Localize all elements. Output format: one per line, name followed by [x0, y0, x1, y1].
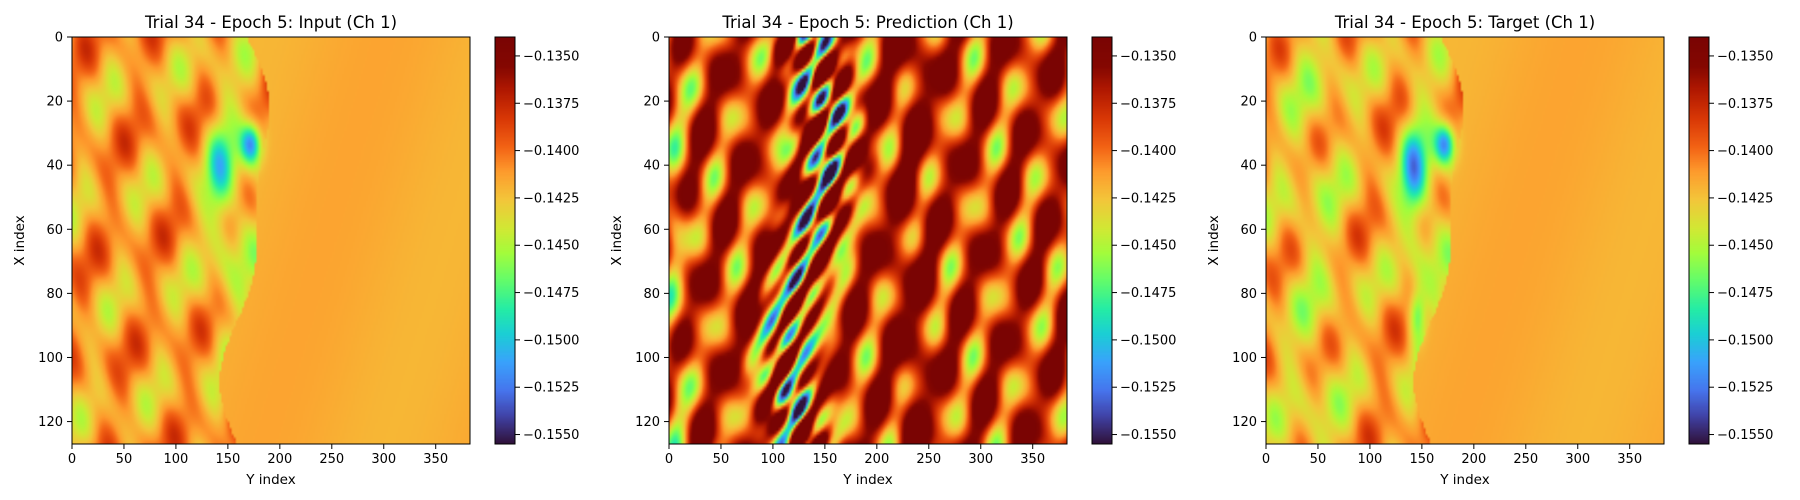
colorbar-tick-label: −0.1500	[1120, 333, 1176, 348]
y-tick-label: 20	[643, 95, 660, 110]
y-tick-label: 100	[1232, 351, 1257, 366]
colorbar-tick-label: −0.1425	[1120, 191, 1176, 206]
colorbar-tick-label: −0.1450	[1120, 239, 1176, 254]
y-tick-label: 80	[1240, 287, 1257, 302]
colorbar-tick-label: −0.1525	[523, 381, 579, 396]
y-tick-label: 60	[643, 223, 660, 238]
x-tick-label: 150	[812, 452, 837, 467]
y-tick-label: 0	[55, 31, 63, 46]
y-tick-label: 0	[652, 31, 660, 46]
y-tick-label: 40	[46, 159, 63, 174]
x-tick-label: 200	[864, 452, 889, 467]
colorbar-tick-label: −0.1450	[1717, 239, 1773, 254]
colorbar-frame	[1688, 36, 1710, 445]
colorbar-image	[495, 37, 515, 444]
x-axis-label: Y index	[842, 472, 892, 488]
x-tick-label: 350	[1617, 452, 1642, 467]
axes-frame	[668, 36, 1068, 445]
y-tick-label: 60	[46, 223, 63, 238]
x-tick-label: 0	[68, 452, 76, 467]
colorbar-tick-label: −0.1400	[1717, 144, 1773, 159]
y-tick-label: 80	[46, 287, 63, 302]
colorbar-tick-label: −0.1350	[1120, 49, 1176, 64]
y-tick-label: 40	[1240, 159, 1257, 174]
panel-title: Trial 34 - Epoch 5: Input (Ch 1)	[144, 13, 397, 32]
colorbar-tick-label: −0.1375	[523, 97, 579, 112]
colorbar-tick-label: −0.1350	[523, 49, 579, 64]
heatmap-image	[72, 37, 470, 444]
y-tick-label: 120	[635, 415, 660, 430]
colorbar-tick-label: −0.1525	[1120, 381, 1176, 396]
y-tick-label: 40	[643, 159, 660, 174]
heatmap-image	[669, 37, 1067, 444]
x-axis-label: Y index	[245, 472, 295, 488]
colorbar-tick-label: −0.1450	[523, 239, 579, 254]
y-tick-label: 0	[1249, 31, 1257, 46]
colorbar-frame	[494, 36, 516, 445]
y-axis-label: X index	[12, 215, 28, 265]
colorbar-tick-label: −0.1550	[523, 428, 579, 443]
colorbar-tick-label: −0.1425	[523, 191, 579, 206]
x-tick-label: 50	[1310, 452, 1327, 467]
x-tick-label: 100	[1358, 452, 1383, 467]
colorbar-frame	[1091, 36, 1113, 445]
x-tick-label: 0	[1262, 452, 1270, 467]
x-tick-label: 250	[1513, 452, 1538, 467]
y-axis-label: X index	[1206, 215, 1222, 265]
x-tick-label: 300	[1565, 452, 1590, 467]
panel-title: Trial 34 - Epoch 5: Prediction (Ch 1)	[721, 13, 1013, 32]
x-tick-label: 300	[371, 452, 396, 467]
y-tick-label: 60	[1240, 223, 1257, 238]
colorbar-tick-label: −0.1375	[1717, 97, 1773, 112]
y-tick-label: 120	[38, 415, 63, 430]
x-tick-label: 250	[319, 452, 344, 467]
colorbar-image	[1689, 37, 1709, 444]
panel-prediction: Trial 34 - Epoch 5: Prediction (Ch 1) 0 50…	[609, 13, 1176, 488]
x-tick-label: 150	[1409, 452, 1434, 467]
axes-frame	[1265, 36, 1665, 445]
colorbar-tick-label: −0.1475	[523, 286, 579, 301]
colorbar-tick-label: −0.1500	[1717, 333, 1773, 348]
panel-title: Trial 34 - Epoch 5: Target (Ch 1)	[1334, 13, 1595, 32]
colorbar-tick-label: −0.1475	[1120, 286, 1176, 301]
colorbar-tick-label: −0.1425	[1717, 191, 1773, 206]
y-tick-label: 100	[38, 351, 63, 366]
colorbar-tick-label: −0.1350	[1717, 49, 1773, 64]
x-tick-label: 200	[1461, 452, 1486, 467]
colorbar-image	[1092, 37, 1112, 444]
colorbar-tick-label: −0.1500	[523, 333, 579, 348]
x-tick-label: 250	[916, 452, 941, 467]
x-tick-label: 0	[665, 452, 673, 467]
colorbar-tick-label: −0.1375	[1120, 97, 1176, 112]
x-axis-label: Y index	[1439, 472, 1489, 488]
panel-input: Trial 34 - Epoch 5: Input (Ch 1) 0 50 100 15…	[12, 13, 579, 488]
x-tick-label: 350	[423, 452, 448, 467]
colorbar-tick-label: −0.1400	[523, 144, 579, 159]
y-tick-label: 80	[643, 287, 660, 302]
x-tick-label: 300	[968, 452, 993, 467]
x-tick-label: 100	[761, 452, 786, 467]
x-tick-label: 50	[116, 452, 133, 467]
heatmap-image	[1266, 37, 1664, 444]
x-tick-label: 50	[713, 452, 730, 467]
y-tick-label: 100	[635, 351, 660, 366]
colorbar-tick-label: −0.1475	[1717, 286, 1773, 301]
axes-frame	[71, 36, 471, 445]
x-tick-label: 100	[164, 452, 189, 467]
y-axis-label: X index	[609, 215, 625, 265]
colorbar-tick-label: −0.1550	[1120, 428, 1176, 443]
y-tick-label: 20	[46, 95, 63, 110]
x-tick-label: 150	[215, 452, 240, 467]
colorbar-tick-label: −0.1525	[1717, 381, 1773, 396]
x-tick-label: 200	[267, 452, 292, 467]
colorbar-tick-label: −0.1400	[1120, 144, 1176, 159]
x-tick-label: 350	[1020, 452, 1045, 467]
y-tick-label: 20	[1240, 95, 1257, 110]
y-tick-label: 120	[1232, 415, 1257, 430]
panel-target: Trial 34 - Epoch 5: Target (Ch 1) 0 50 100 1…	[1206, 13, 1773, 488]
colorbar-tick-label: −0.1550	[1717, 428, 1773, 443]
